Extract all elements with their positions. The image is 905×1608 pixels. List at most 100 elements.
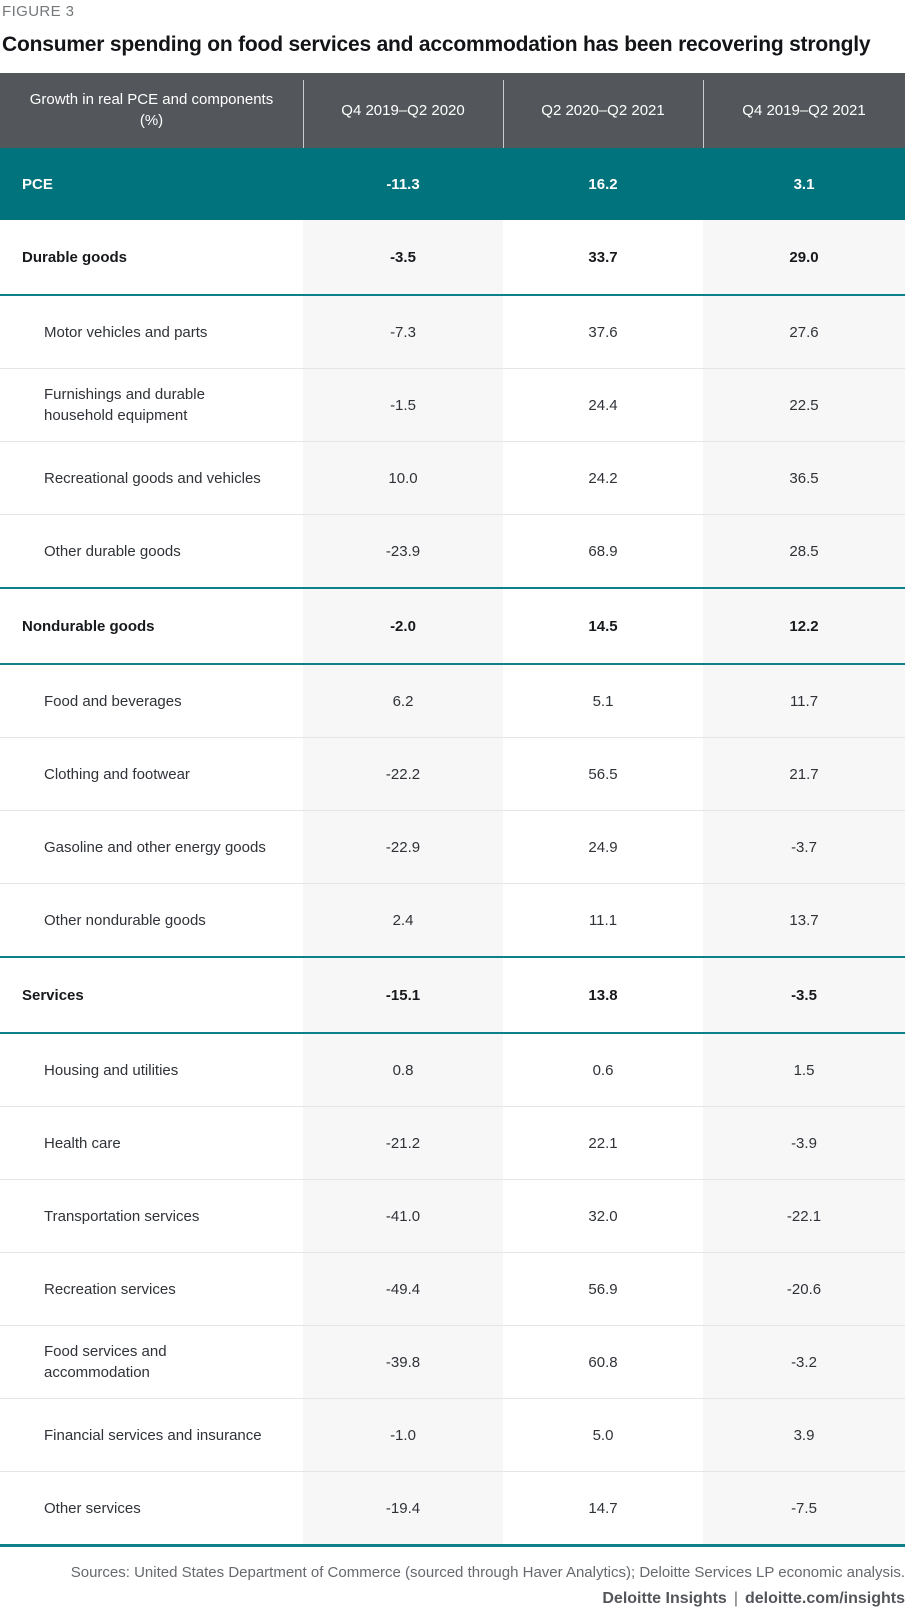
row-value-col1: -23.9	[303, 515, 503, 588]
row-value-col2: 0.6	[592, 1061, 614, 1079]
row-value-col2: 14.5	[588, 617, 618, 635]
pce-growth-table: Growth in real PCE and components (%) Q4…	[0, 73, 905, 1548]
row-value-col1: 0.8	[303, 1034, 503, 1107]
table-row: PCE -11.3 16.2 3.1	[0, 148, 905, 221]
row-value-col1: 2.4	[303, 884, 503, 957]
row-label: PCE	[22, 175, 53, 193]
row-value-col2: 24.9	[588, 838, 618, 856]
table-row: Motor vehicles and parts -7.3 37.6 27.6	[0, 296, 905, 370]
row-label: Recreation services	[44, 1280, 176, 1298]
row-value-col1: -7.3	[303, 296, 503, 369]
row-value-col2: 5.0	[592, 1426, 614, 1444]
row-value-col3: 12.2	[703, 589, 905, 664]
table-row: Recreation services -49.4 56.9 -20.6	[0, 1253, 905, 1327]
row-value-col1: -11.3	[386, 175, 420, 193]
row-label: Transportation services	[44, 1207, 200, 1225]
table-row: Housing and utilities 0.8 0.6 1.5	[0, 1034, 905, 1108]
brand-separator: |	[733, 1589, 738, 1607]
table-row: Other services -19.4 14.7 -7.5	[0, 1472, 905, 1547]
row-label: Housing and utilities	[44, 1061, 179, 1079]
row-value-col2: 37.6	[588, 323, 618, 341]
row-value-col1: -21.2	[303, 1107, 503, 1180]
row-value-col1: -2.0	[303, 589, 503, 664]
column-header-q2-2020-q2-2021: Q2 2020–Q2 2021	[503, 73, 703, 149]
row-value-col2: 14.7	[588, 1499, 618, 1517]
row-value-col3: 11.7	[703, 665, 905, 738]
deloitte-insights-link[interactable]: deloitte.com/insights	[744, 1589, 905, 1607]
row-value-col3: -3.7	[703, 811, 905, 884]
row-value-col1: -3.5	[303, 220, 503, 295]
deloitte-insights-brand: Deloitte Insights	[602, 1589, 727, 1607]
row-value-col3: -3.5	[703, 958, 905, 1033]
row-value-col3: 1.5	[703, 1034, 905, 1107]
row-label: Recreational goods and vehicles	[44, 469, 261, 487]
row-value-col1: -22.2	[303, 738, 503, 811]
table-row: Health care -21.2 22.1 -3.9	[0, 1107, 905, 1181]
table-row: Food services and accommodation -39.8 60…	[0, 1326, 905, 1400]
row-label: Furnishings and durable household equipm…	[44, 386, 205, 425]
table-row: Durable goods -3.5 33.7 29.0	[0, 220, 905, 297]
row-value-col3: 22.5	[703, 369, 905, 442]
row-value-col1: -15.1	[303, 958, 503, 1033]
row-value-col1: -39.8	[303, 1326, 503, 1399]
row-value-col1: -1.0	[303, 1399, 503, 1472]
table-row: Other nondurable goods 2.4 11.1 13.7	[0, 884, 905, 959]
row-value-col3: 3.9	[703, 1399, 905, 1472]
row-value-col3: 21.7	[703, 738, 905, 811]
row-label: Services	[22, 986, 84, 1004]
row-value-col3: 29.0	[703, 220, 905, 295]
row-value-col3: -7.5	[703, 1472, 905, 1545]
table-row: Furnishings and durable household equipm…	[0, 369, 905, 443]
row-value-col1: -22.9	[303, 811, 503, 884]
row-value-col2: 16.2	[588, 175, 618, 193]
row-label: Clothing and footwear	[44, 765, 190, 783]
row-value-col3: 36.5	[703, 442, 905, 515]
column-header-components: Growth in real PCE and components (%)	[29, 91, 274, 129]
figure-footer: Sources: United States Department of Com…	[0, 1563, 905, 1608]
row-value-col1: 10.0	[303, 442, 503, 515]
brand-line: Deloitte Insights | deloitte.com/insights	[0, 1590, 905, 1608]
table-row: Food and beverages 6.2 5.1 11.7	[0, 665, 905, 739]
table-row: Transportation services -41.0 32.0 -22.1	[0, 1180, 905, 1254]
row-label: Motor vehicles and parts	[44, 323, 208, 341]
figure-title: Consumer spending on food services and a…	[2, 33, 871, 56]
row-value-col2: 60.8	[588, 1353, 618, 1371]
table-header-row: Growth in real PCE and components (%) Q4…	[0, 73, 905, 149]
row-value-col3: -22.1	[703, 1180, 905, 1253]
row-value-col2: 24.4	[588, 396, 618, 414]
row-label: Gasoline and other energy goods	[44, 838, 266, 856]
row-value-col1: -1.5	[303, 369, 503, 442]
column-header-q4-2019-q2-2020: Q4 2019–Q2 2020	[303, 73, 503, 149]
row-value-col2: 5.1	[592, 692, 614, 710]
row-label: Food services and accommodation	[44, 1343, 167, 1382]
table-row: Clothing and footwear -22.2 56.5 21.7	[0, 738, 905, 812]
table-row: Financial services and insurance -1.0 5.…	[0, 1399, 905, 1473]
row-value-col2: 56.9	[588, 1280, 618, 1298]
row-value-col2: 33.7	[588, 248, 618, 266]
table-row: Gasoline and other energy goods -22.9 24…	[0, 811, 905, 885]
row-label: Durable goods	[22, 248, 128, 266]
column-header-q4-2019-q2-2021: Q4 2019–Q2 2021	[703, 73, 905, 149]
table-row: Other durable goods -23.9 68.9 28.5	[0, 515, 905, 590]
table-row: Nondurable goods -2.0 14.5 12.2	[0, 589, 905, 666]
row-value-col2: 13.8	[588, 986, 618, 1004]
row-value-col1: -49.4	[303, 1253, 503, 1326]
row-value-col3: -3.9	[703, 1107, 905, 1180]
row-label: Other durable goods	[44, 542, 181, 560]
row-value-col2: 24.2	[588, 469, 618, 487]
row-value-col3: 27.6	[703, 296, 905, 369]
row-value-col2: 32.0	[588, 1207, 618, 1225]
row-value-col1: 6.2	[303, 665, 503, 738]
row-label: Financial services and insurance	[44, 1426, 262, 1444]
row-label: Other services	[44, 1499, 141, 1517]
row-value-col1: -19.4	[303, 1472, 503, 1545]
row-value-col3: -20.6	[703, 1253, 905, 1326]
row-label: Nondurable goods	[22, 617, 155, 635]
row-label: Health care	[44, 1134, 121, 1152]
figure-label: FIGURE 3	[2, 3, 75, 20]
row-label: Other nondurable goods	[44, 911, 206, 929]
row-value-col1: -41.0	[303, 1180, 503, 1253]
row-value-col2: 68.9	[588, 542, 618, 560]
row-value-col3: 28.5	[703, 515, 905, 588]
row-value-col3: 3.1	[793, 175, 815, 193]
